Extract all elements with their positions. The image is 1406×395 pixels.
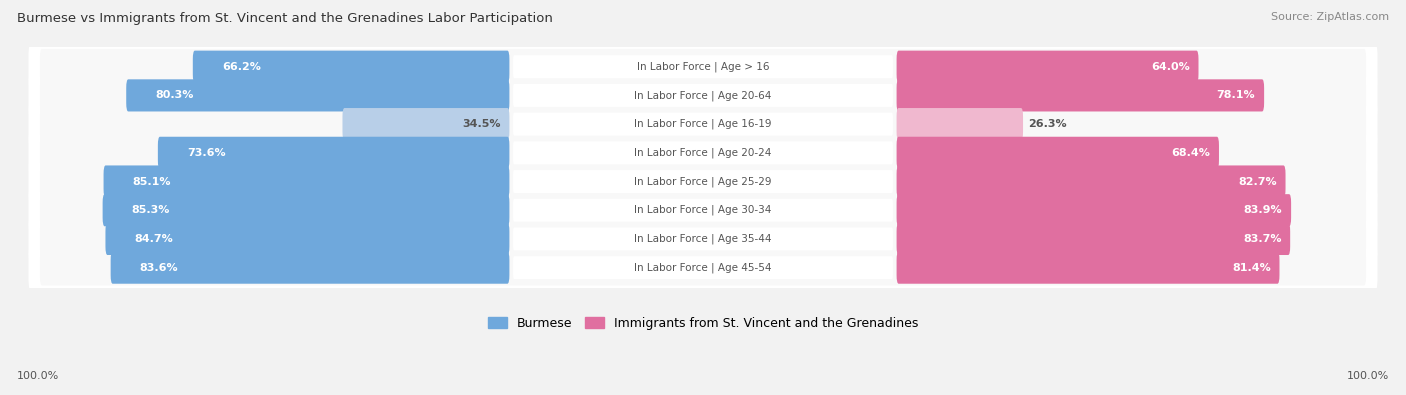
FancyBboxPatch shape [28,71,1378,120]
Text: In Labor Force | Age 30-34: In Labor Force | Age 30-34 [634,205,772,216]
FancyBboxPatch shape [39,77,1367,113]
FancyBboxPatch shape [897,108,1024,140]
Text: In Labor Force | Age > 16: In Labor Force | Age > 16 [637,62,769,72]
FancyBboxPatch shape [513,113,893,135]
Text: In Labor Force | Age 20-24: In Labor Force | Age 20-24 [634,148,772,158]
FancyBboxPatch shape [111,252,509,284]
Text: 68.4%: 68.4% [1171,148,1211,158]
Text: 85.1%: 85.1% [132,177,172,186]
FancyBboxPatch shape [897,51,1198,83]
FancyBboxPatch shape [897,223,1291,255]
FancyBboxPatch shape [39,135,1367,171]
FancyBboxPatch shape [897,137,1219,169]
FancyBboxPatch shape [897,166,1285,198]
Text: Burmese vs Immigrants from St. Vincent and the Grenadines Labor Participation: Burmese vs Immigrants from St. Vincent a… [17,12,553,25]
FancyBboxPatch shape [513,199,893,222]
Text: 85.3%: 85.3% [132,205,170,215]
Legend: Burmese, Immigrants from St. Vincent and the Grenadines: Burmese, Immigrants from St. Vincent and… [484,312,922,335]
Text: 34.5%: 34.5% [463,119,501,129]
FancyBboxPatch shape [513,228,893,250]
Text: In Labor Force | Age 35-44: In Labor Force | Age 35-44 [634,234,772,244]
FancyBboxPatch shape [513,55,893,78]
FancyBboxPatch shape [343,108,509,140]
FancyBboxPatch shape [28,243,1378,292]
Text: In Labor Force | Age 45-54: In Labor Force | Age 45-54 [634,262,772,273]
Text: 100.0%: 100.0% [17,371,59,381]
Text: 80.3%: 80.3% [155,90,194,100]
FancyBboxPatch shape [157,137,509,169]
Text: 82.7%: 82.7% [1239,177,1277,186]
FancyBboxPatch shape [513,256,893,279]
FancyBboxPatch shape [39,106,1367,142]
FancyBboxPatch shape [193,51,509,83]
FancyBboxPatch shape [513,84,893,107]
FancyBboxPatch shape [513,141,893,164]
FancyBboxPatch shape [39,250,1367,286]
Text: 64.0%: 64.0% [1152,62,1189,72]
Text: 78.1%: 78.1% [1216,90,1256,100]
FancyBboxPatch shape [897,194,1291,226]
FancyBboxPatch shape [28,186,1378,235]
Text: In Labor Force | Age 25-29: In Labor Force | Age 25-29 [634,176,772,187]
Text: 83.9%: 83.9% [1244,205,1282,215]
Text: 81.4%: 81.4% [1232,263,1271,273]
FancyBboxPatch shape [39,164,1367,199]
Text: In Labor Force | Age 20-64: In Labor Force | Age 20-64 [634,90,772,101]
FancyBboxPatch shape [28,128,1378,177]
FancyBboxPatch shape [28,100,1378,149]
FancyBboxPatch shape [104,166,509,198]
Text: 100.0%: 100.0% [1347,371,1389,381]
Text: 83.7%: 83.7% [1243,234,1281,244]
Text: 84.7%: 84.7% [135,234,173,244]
FancyBboxPatch shape [39,221,1367,257]
FancyBboxPatch shape [103,194,509,226]
FancyBboxPatch shape [28,214,1378,263]
Text: 73.6%: 73.6% [187,148,225,158]
FancyBboxPatch shape [897,79,1264,111]
Text: 26.3%: 26.3% [1028,119,1066,129]
FancyBboxPatch shape [897,252,1279,284]
FancyBboxPatch shape [513,170,893,193]
Text: In Labor Force | Age 16-19: In Labor Force | Age 16-19 [634,119,772,129]
FancyBboxPatch shape [28,157,1378,206]
FancyBboxPatch shape [127,79,509,111]
FancyBboxPatch shape [39,192,1367,228]
Text: 83.6%: 83.6% [139,263,179,273]
Text: 66.2%: 66.2% [222,62,260,72]
FancyBboxPatch shape [39,49,1367,85]
FancyBboxPatch shape [105,223,509,255]
Text: Source: ZipAtlas.com: Source: ZipAtlas.com [1271,12,1389,22]
FancyBboxPatch shape [28,42,1378,91]
